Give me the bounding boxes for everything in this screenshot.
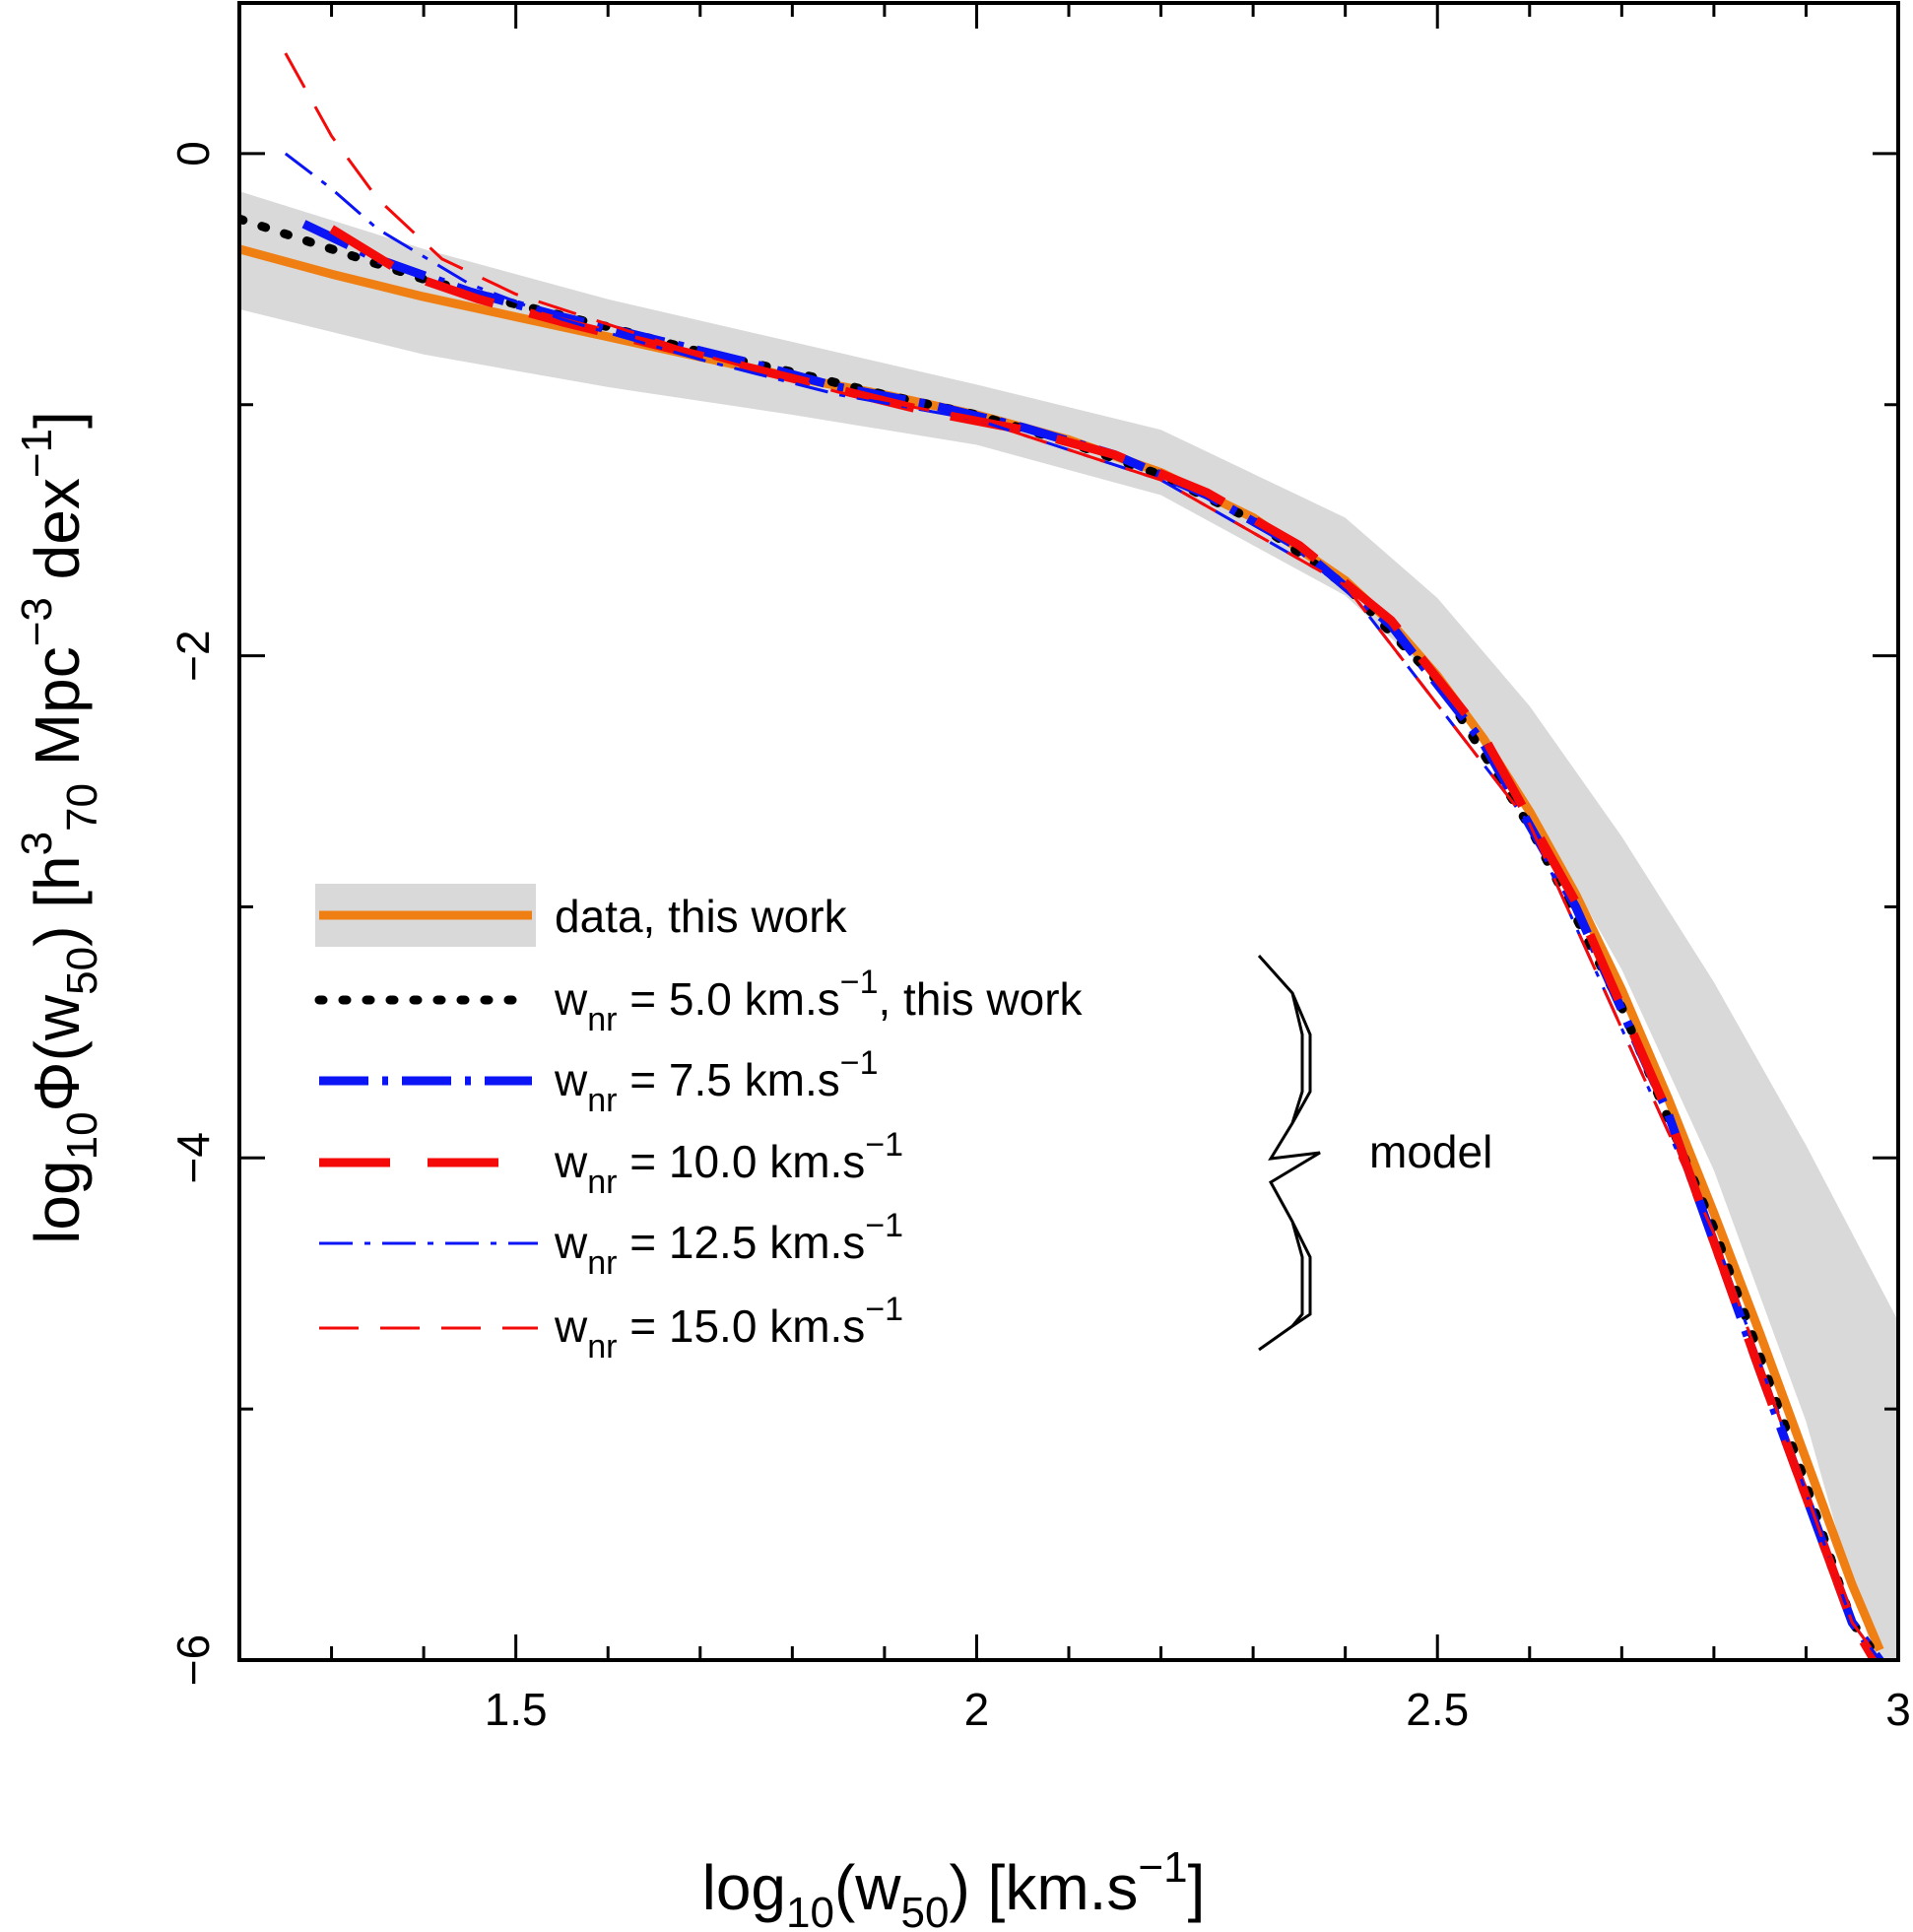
y-axis-label: log10Φ(w50) [h370 Mpc−3 dex−1] — [13, 411, 106, 1244]
legend-sup: −1 — [865, 1291, 903, 1328]
series-line-0 — [239, 244, 1884, 1652]
legend-sub: nr — [587, 1328, 617, 1366]
legend-w: w — [554, 973, 588, 1025]
series-line-5 — [284, 52, 1882, 1660]
y-tick-label: −2 — [167, 630, 219, 681]
x-label-unit-sup: −1 — [1138, 1843, 1187, 1892]
legend-tail: = 12.5 km.s — [617, 1217, 865, 1268]
y-label-unit3: dex — [22, 478, 93, 597]
legend-label-data: data, this work — [555, 891, 848, 942]
series-line-3 — [329, 225, 1880, 1660]
legend-sub: nr — [587, 1001, 617, 1038]
y-label-sup-m3: −3 — [13, 597, 61, 646]
y-label-phi: Φ(w — [22, 994, 93, 1111]
plot-frame — [237, 1, 1900, 1662]
x-label-main: log — [702, 1852, 786, 1923]
legend-tail: = 7.5 km.s — [617, 1054, 839, 1105]
legend-sub: nr — [587, 1082, 617, 1119]
legend-sup: −1 — [865, 1126, 903, 1164]
legend-tail: = 15.0 km.s — [617, 1300, 865, 1352]
y-label-sub: 10 — [58, 1111, 106, 1160]
legend-sup: −1 — [840, 964, 879, 1001]
legend-w: w — [554, 1054, 588, 1105]
legend-brace-label: model — [1369, 1126, 1492, 1177]
x-label-sub: 10 — [786, 1889, 834, 1932]
legend-sub: nr — [587, 1164, 617, 1201]
legend: data, this work wnr = 5.0 km.s−1, this w… — [314, 884, 1492, 1366]
legend-label-wnr10: wnr = 10.0 km.s−1 — [554, 1126, 903, 1201]
model-brace — [1257, 954, 1321, 1352]
legend-label-wnr12-5: wnr = 12.5 km.s−1 — [554, 1207, 903, 1282]
y-label-phi-sub: 50 — [58, 947, 106, 995]
x-label-paren-sub: 50 — [901, 1889, 950, 1932]
x-axis-label: log10(w50) [km.s−1] — [702, 1843, 1206, 1932]
y-label-close: ] — [22, 411, 93, 429]
legend-tail: = 10.0 km.s — [617, 1136, 865, 1187]
uncertainty-band — [239, 191, 1898, 1660]
x-tick-label: 2 — [964, 1684, 990, 1735]
legend-sup: −1 — [840, 1044, 879, 1082]
x-tick-label: 2.5 — [1406, 1684, 1469, 1735]
legend-label-wnr7-5: wnr = 7.5 km.s−1 — [554, 1044, 878, 1119]
y-label-sup3: 3 — [13, 832, 61, 855]
legend-label-wnr5: wnr = 5.0 km.s−1, this work — [554, 964, 1084, 1038]
y-tick-label: 0 — [167, 141, 219, 167]
series-layer — [239, 52, 1885, 1660]
legend-w: w — [554, 1136, 588, 1187]
tick-layer: 1.5 2 2.5 3 0 −2 −4 −6 — [167, 3, 1911, 1735]
y-tick-label: −6 — [167, 1634, 219, 1686]
plot-frame-layer — [237, 1, 1900, 1662]
y-label-unit1: ) [h — [22, 855, 93, 946]
y-label-sup-m1: −1 — [13, 429, 61, 478]
y-tick-label: −4 — [167, 1132, 219, 1183]
legend-label-wnr15: wnr = 15.0 km.s−1 — [554, 1291, 903, 1366]
series-line-1 — [239, 214, 1885, 1660]
x-label-paren: (w — [834, 1852, 901, 1923]
y-label-main: log — [22, 1160, 93, 1243]
legend-w: w — [554, 1300, 588, 1352]
uncertainty-band-layer — [239, 191, 1898, 1660]
legend-tail: = 5.0 km.s — [617, 973, 839, 1025]
legend-after: , this work — [878, 973, 1083, 1025]
y-label-unit2: Mpc — [22, 646, 93, 783]
x-tick-label: 1.5 — [485, 1684, 548, 1735]
y-label-sub70: 70 — [58, 783, 106, 832]
x-tick-label: 3 — [1885, 1684, 1911, 1735]
legend-sup: −1 — [865, 1207, 903, 1244]
x-label-close: ] — [1188, 1852, 1206, 1923]
legend-sub: nr — [587, 1244, 617, 1282]
legend-w: w — [554, 1217, 588, 1268]
x-label-unit: ) [km.s — [949, 1852, 1138, 1923]
